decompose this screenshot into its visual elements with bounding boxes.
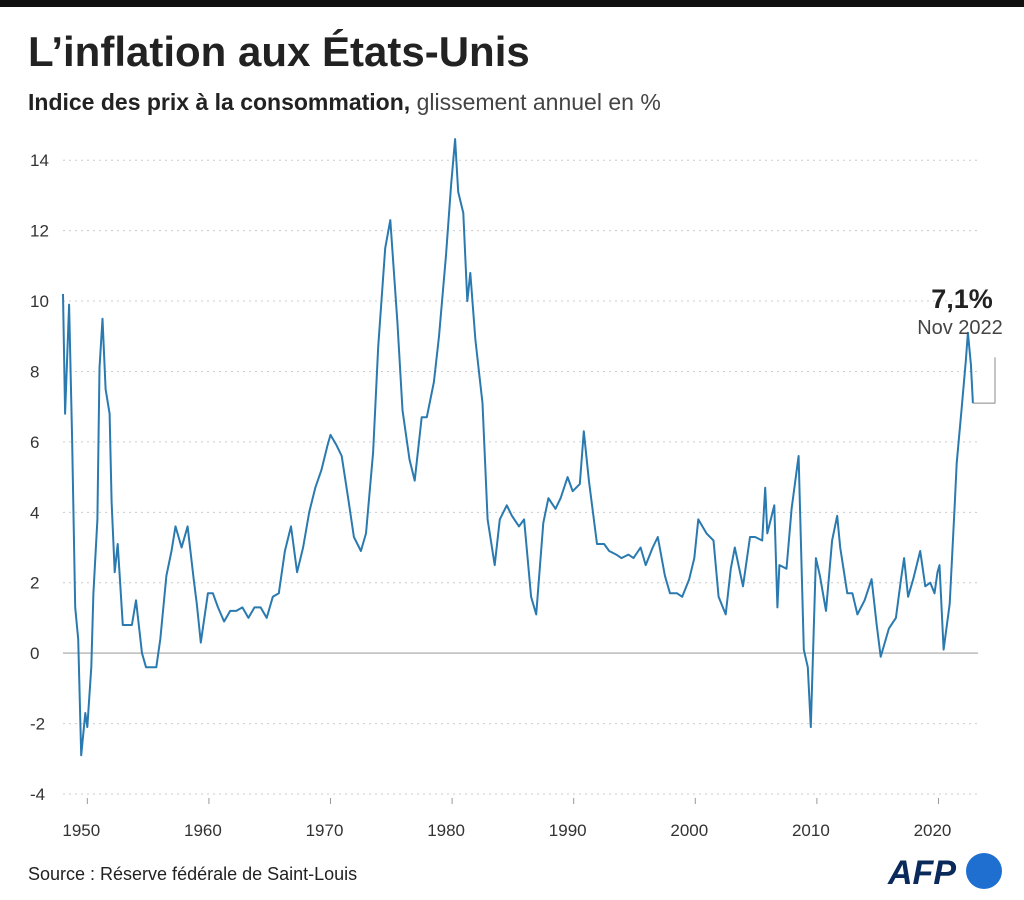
x-tick-label: 1960 — [184, 821, 222, 840]
y-tick-label: 0 — [30, 644, 39, 663]
x-tick-label: 2020 — [914, 821, 952, 840]
chart-title: L’inflation aux États-Unis — [28, 28, 530, 75]
annotation-date: Nov 2022 — [917, 317, 1003, 339]
x-tick-label: 1970 — [306, 821, 344, 840]
x-tick-label: 1990 — [549, 821, 587, 840]
x-tick-label: 2000 — [670, 821, 708, 840]
y-tick-label: 10 — [30, 292, 49, 311]
y-tick-label: 14 — [30, 151, 49, 170]
y-tick-label: 6 — [30, 433, 39, 452]
logo-dot — [966, 853, 1002, 889]
line-series — [62, 138, 974, 757]
top-bar — [0, 0, 1024, 7]
logo: AFP — [887, 853, 1002, 892]
y-tick-label: 8 — [30, 362, 39, 381]
subtitle: glissement annuel en % — [417, 89, 661, 115]
plot-area: -4 -2 0 2 4 6 8 10 12 14 1950 1960 1970 1980 1990 2000 2… — [30, 138, 1003, 840]
x-tick-label: 1950 — [62, 821, 100, 840]
x-tick-label: 1980 — [427, 821, 465, 840]
y-tick-label: 12 — [30, 222, 49, 241]
y-tick-label: -4 — [30, 785, 45, 804]
x-tick-label: 2010 — [792, 821, 830, 840]
y-tick-label: -2 — [30, 715, 45, 734]
y-tick-label: 2 — [30, 574, 39, 593]
source: Source : Réserve fédérale de Saint-Louis — [28, 864, 357, 884]
subtitle-bold: Indice des prix à la consommation, — [28, 89, 410, 115]
logo-text: AFP — [887, 854, 956, 892]
y-tick-label: 4 — [30, 503, 39, 522]
chart-subtitle: Indice des prix à la consommation, gliss… — [28, 89, 661, 115]
annotation-leader — [972, 357, 996, 404]
annotation-value: 7,1% — [931, 284, 993, 314]
